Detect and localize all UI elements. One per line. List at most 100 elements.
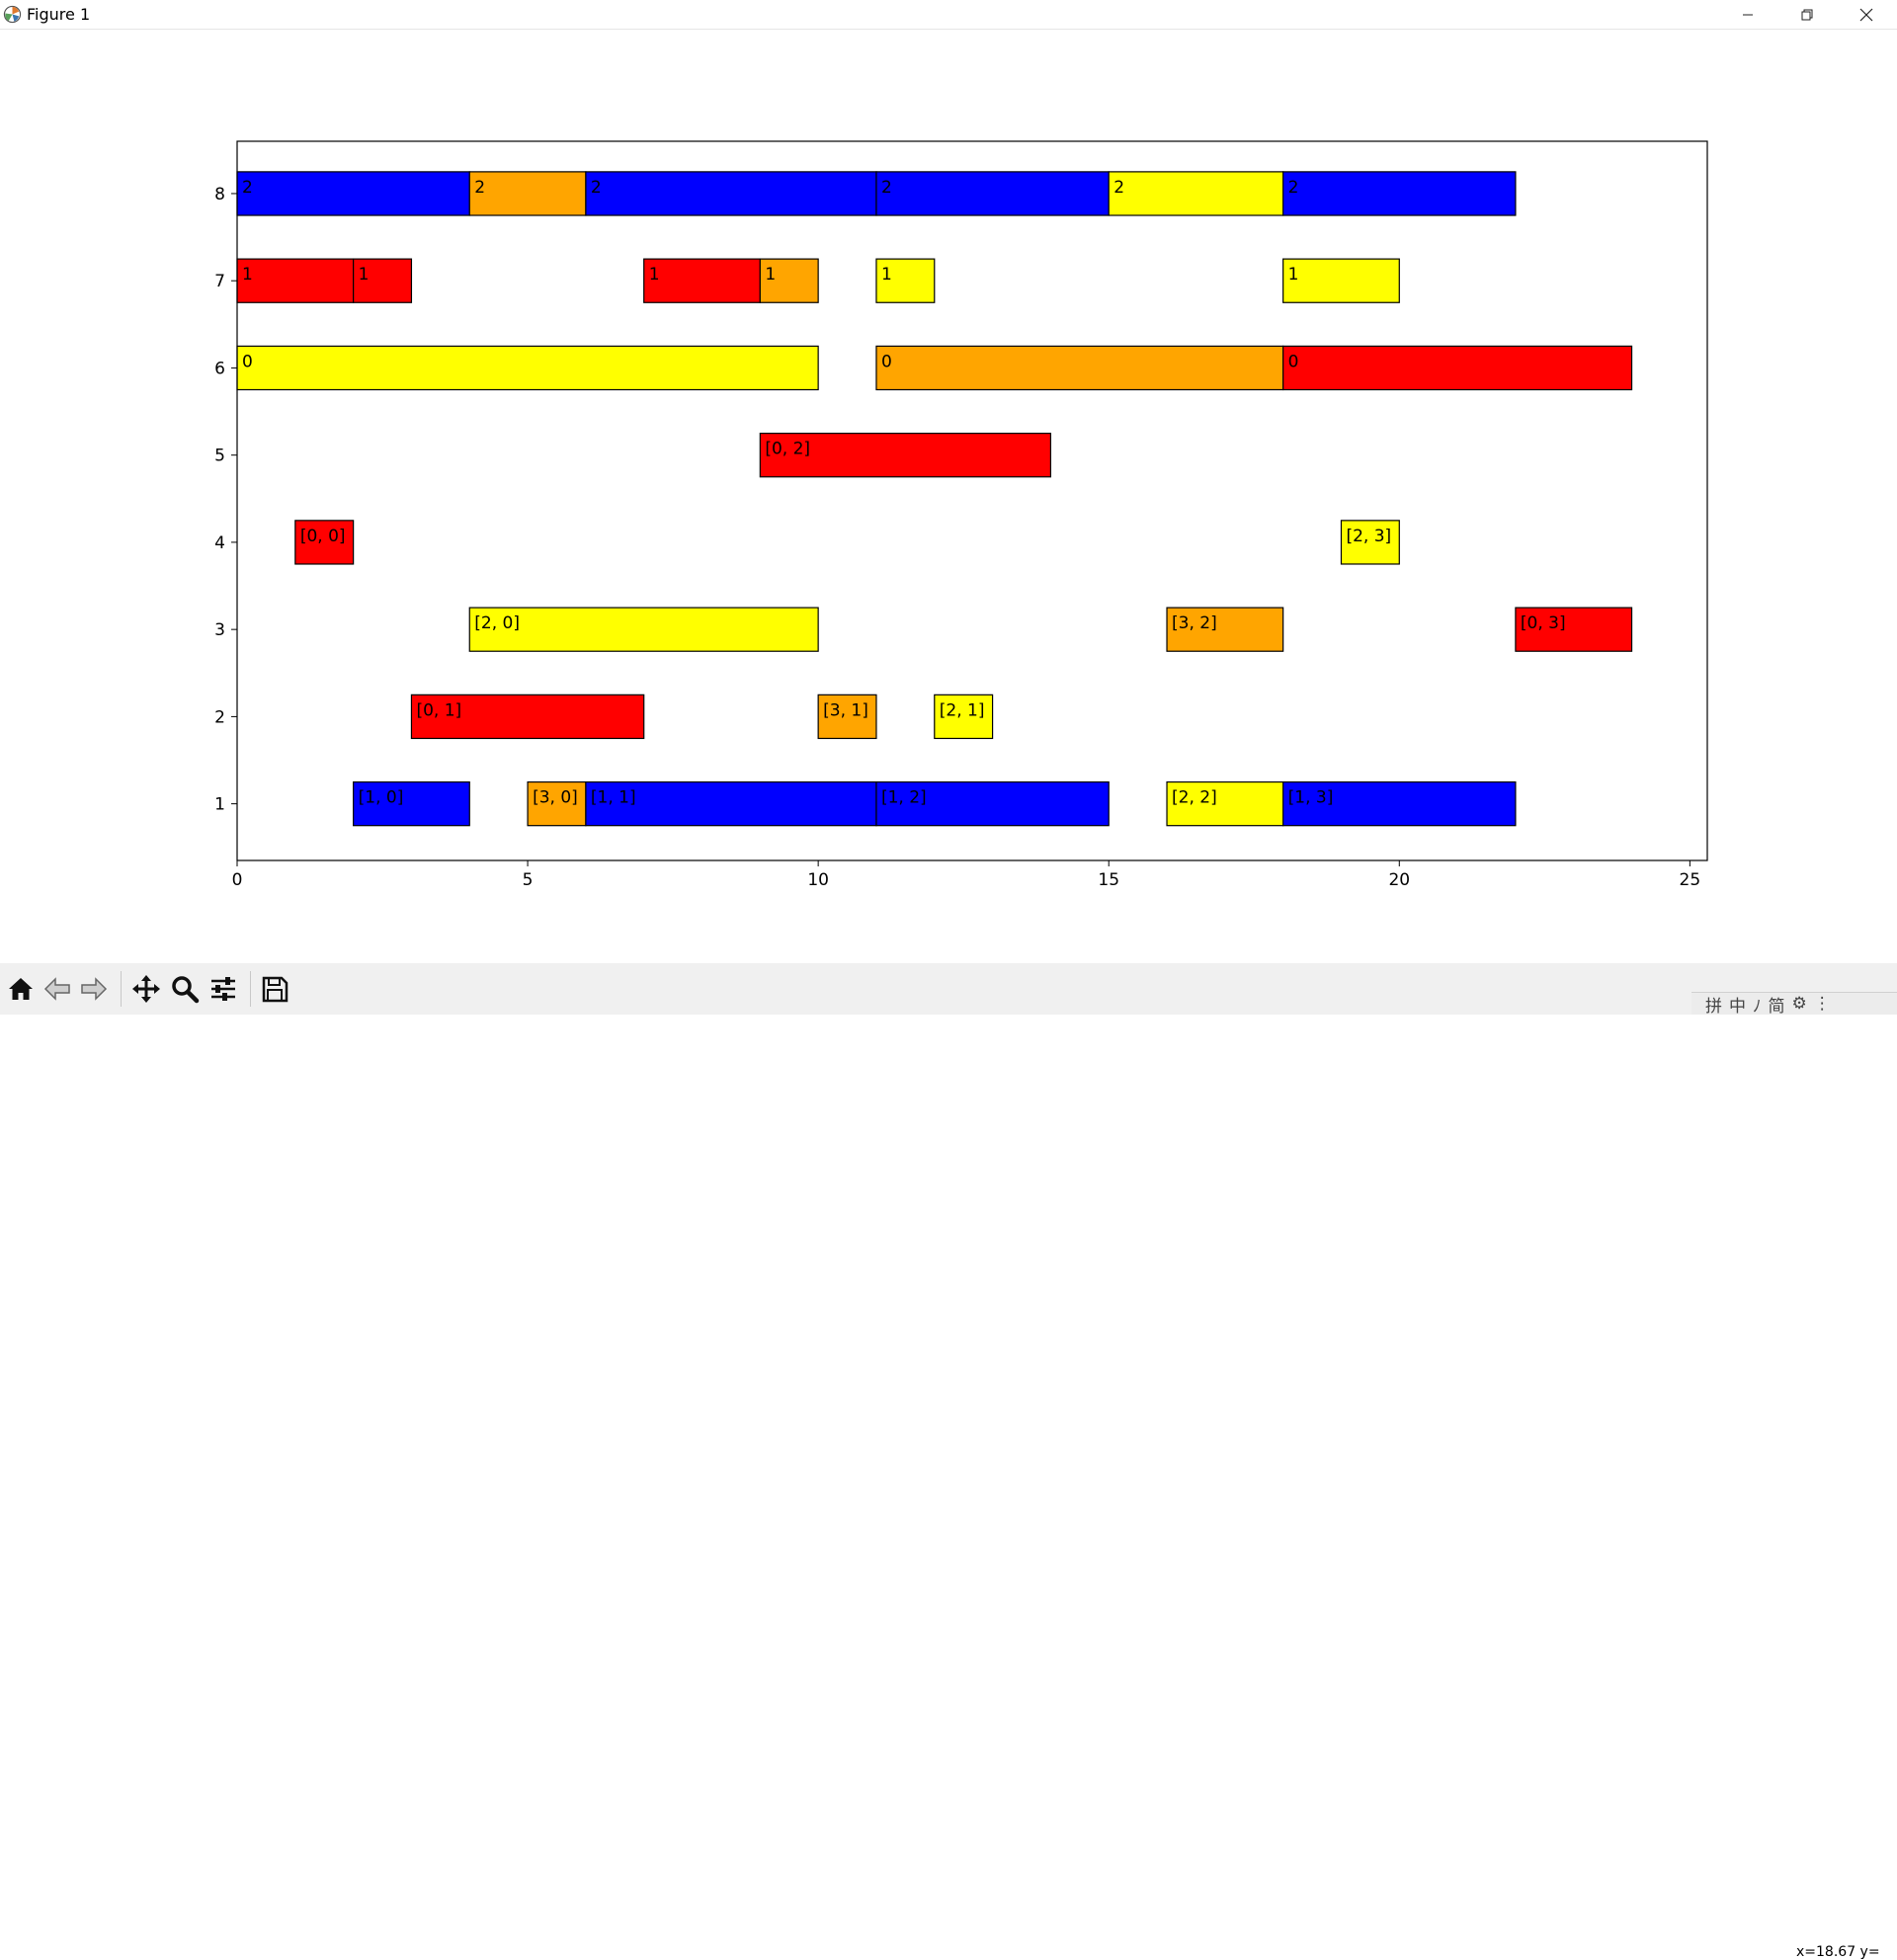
gantt-bar bbox=[1515, 607, 1633, 652]
gantt-bar bbox=[585, 171, 877, 216]
gantt-bar bbox=[1282, 171, 1517, 216]
gantt-bar bbox=[817, 694, 877, 740]
bar-label: 2 bbox=[1113, 178, 1124, 198]
arrow-right-icon bbox=[81, 977, 108, 1001]
ime-item[interactable]: ⋮ bbox=[1813, 994, 1831, 1014]
bar-label: [0, 2] bbox=[765, 440, 810, 459]
gantt-bar bbox=[875, 258, 936, 303]
gantt-bar bbox=[875, 780, 1110, 827]
bar-label: 2 bbox=[881, 178, 892, 198]
bar-label: [2, 1] bbox=[940, 700, 985, 720]
bar-label: 2 bbox=[242, 178, 253, 198]
arrow-left-icon bbox=[43, 977, 70, 1001]
gantt-bar bbox=[875, 345, 1284, 391]
bar-label: 0 bbox=[881, 352, 892, 371]
gantt-bar bbox=[468, 607, 819, 652]
gantt-bar bbox=[1166, 607, 1284, 652]
gantt-bar bbox=[1282, 780, 1517, 827]
bar-label: [2, 2] bbox=[1172, 788, 1217, 808]
pan-button[interactable] bbox=[128, 971, 164, 1007]
y-tick-label: 6 bbox=[214, 359, 225, 378]
y-tick-label: 3 bbox=[214, 620, 225, 640]
window-title: Figure 1 bbox=[27, 5, 91, 24]
x-tick-label: 0 bbox=[232, 870, 243, 890]
move-icon bbox=[132, 975, 160, 1003]
bar-label: [0, 1] bbox=[416, 700, 461, 720]
y-tick-label: 5 bbox=[214, 447, 225, 466]
back-button[interactable] bbox=[40, 971, 75, 1007]
x-tick-label: 10 bbox=[807, 870, 829, 890]
close-icon bbox=[1859, 8, 1873, 21]
gantt-bar bbox=[1282, 258, 1400, 303]
bar-label: [2, 3] bbox=[1346, 527, 1391, 546]
bar-label: 2 bbox=[474, 178, 485, 198]
minimize-button[interactable] bbox=[1725, 0, 1771, 29]
gantt-bar bbox=[759, 433, 1051, 478]
bar-label: [2, 0] bbox=[474, 613, 520, 633]
matplotlib-logo-icon bbox=[3, 5, 22, 24]
navigation-toolbar: x=18.67 y= bbox=[0, 963, 1897, 1960]
zoom-button[interactable] bbox=[167, 971, 203, 1007]
y-tick-label: 4 bbox=[214, 533, 225, 553]
gantt-bar bbox=[236, 345, 819, 391]
magnifier-icon bbox=[172, 976, 200, 1004]
restore-button[interactable] bbox=[1784, 0, 1830, 29]
gantt-bar bbox=[1108, 171, 1284, 216]
title-bar: Figure 1 bbox=[0, 0, 1897, 30]
bar-label: 1 bbox=[1288, 265, 1299, 285]
bar-label: [0, 3] bbox=[1521, 613, 1566, 633]
ime-item[interactable]: 中 bbox=[1729, 996, 1746, 1017]
bar-label: [1, 0] bbox=[359, 788, 404, 808]
ime-toolbar[interactable]: 拼 中 ﾉ 简 ⚙ ⋮ bbox=[1691, 992, 1897, 1017]
ime-item[interactable]: ⚙ bbox=[1791, 994, 1807, 1014]
bar-label: [3, 1] bbox=[823, 700, 868, 720]
bar-label: [0, 0] bbox=[300, 527, 346, 546]
gantt-bar bbox=[759, 258, 819, 303]
gantt-chart[interactable]: 2 2 2 2 2 21 1 1 1 1 10 0 0[0, 2][0, 0] [2, 3][2, 0][… bbox=[0, 30, 1897, 963]
bar-label: 1 bbox=[359, 265, 370, 285]
y-tick-label: 7 bbox=[214, 272, 225, 291]
home-icon bbox=[9, 978, 33, 1000]
bar-label: 1 bbox=[649, 265, 660, 285]
bar-label: 2 bbox=[1288, 178, 1299, 198]
gantt-bar bbox=[934, 694, 994, 740]
gantt-bar bbox=[1340, 520, 1400, 565]
forward-button[interactable] bbox=[76, 971, 112, 1007]
ime-item[interactable]: 拼 bbox=[1705, 996, 1722, 1017]
bar-label: [3, 2] bbox=[1172, 613, 1217, 633]
cursor-coordinates: x=18.67 y= bbox=[1796, 1944, 1880, 1960]
gantt-bar bbox=[643, 258, 761, 303]
bar-label: [1, 2] bbox=[881, 788, 927, 808]
toolbar-separator bbox=[250, 971, 251, 1007]
configure-subplots-button[interactable] bbox=[206, 971, 241, 1007]
floppy-disk-icon bbox=[262, 976, 289, 1003]
y-tick-label: 2 bbox=[214, 707, 225, 727]
gantt-bar bbox=[527, 780, 587, 827]
bar-label: 2 bbox=[591, 178, 602, 198]
bar-label: 1 bbox=[765, 265, 776, 285]
ime-item[interactable]: 简 bbox=[1768, 996, 1785, 1017]
bar-label: [1, 3] bbox=[1288, 788, 1334, 808]
toolbar-separator bbox=[121, 971, 122, 1007]
bar-label: 1 bbox=[881, 265, 892, 285]
restore-icon bbox=[1801, 9, 1813, 20]
ime-item[interactable]: ﾉ bbox=[1753, 996, 1762, 1017]
x-tick-label: 5 bbox=[523, 870, 534, 890]
gantt-bar bbox=[410, 694, 645, 740]
home-button[interactable] bbox=[3, 971, 39, 1007]
y-tick-label: 1 bbox=[214, 795, 225, 815]
gantt-bar bbox=[353, 258, 413, 303]
gantt-bar bbox=[1282, 345, 1633, 391]
minimize-icon bbox=[1743, 14, 1753, 15]
save-button[interactable] bbox=[257, 971, 292, 1007]
gantt-bar bbox=[236, 258, 355, 303]
close-button[interactable] bbox=[1844, 0, 1889, 29]
bar-label: 1 bbox=[242, 265, 253, 285]
x-tick-label: 25 bbox=[1680, 870, 1701, 890]
gantt-bar bbox=[236, 171, 470, 216]
bar-label: [1, 1] bbox=[591, 788, 636, 808]
bar-label: 0 bbox=[242, 352, 253, 371]
bar-label: [3, 0] bbox=[533, 788, 578, 808]
bar-label: 0 bbox=[1288, 352, 1299, 371]
x-tick-label: 15 bbox=[1098, 870, 1119, 890]
